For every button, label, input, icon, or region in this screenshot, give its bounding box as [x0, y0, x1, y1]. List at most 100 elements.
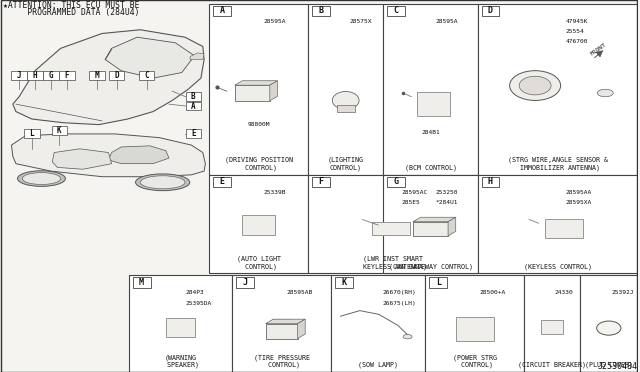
Ellipse shape	[17, 171, 65, 186]
Bar	[477, 4, 638, 175]
Text: ★ATTENTION: THIS ECU MUST BE: ★ATTENTION: THIS ECU MUST BE	[3, 1, 139, 10]
Bar	[12, 71, 27, 80]
Polygon shape	[105, 37, 195, 78]
Text: 28595AC: 28595AC	[401, 190, 428, 195]
Ellipse shape	[519, 76, 551, 95]
Bar	[44, 71, 59, 80]
Bar	[213, 177, 231, 187]
Text: (SOW LAMP): (SOW LAMP)	[358, 362, 398, 368]
Text: H: H	[33, 71, 37, 80]
Text: G: G	[394, 177, 399, 186]
Text: 26670(RH): 26670(RH)	[383, 290, 417, 295]
Bar	[308, 4, 383, 175]
Bar	[109, 71, 124, 80]
Text: 285E5: 285E5	[401, 200, 420, 205]
Text: 28575Y: 28575Y	[248, 221, 270, 225]
Polygon shape	[448, 217, 456, 236]
Text: 24330: 24330	[555, 290, 573, 295]
Text: 25339B: 25339B	[264, 190, 286, 195]
Bar	[426, 275, 524, 372]
Bar	[481, 6, 499, 16]
Bar	[139, 71, 154, 80]
Bar	[331, 275, 426, 372]
Text: (CAN GATEWAY CONTROL): (CAN GATEWAY CONTROL)	[388, 263, 472, 270]
Text: (TIRE PRESSURE
 CONTROL): (TIRE PRESSURE CONTROL)	[253, 354, 310, 368]
Bar	[524, 275, 580, 372]
Bar	[337, 105, 355, 112]
Polygon shape	[270, 81, 278, 101]
Bar	[235, 85, 270, 101]
Text: (DRIVING POSITION
 CONTROL): (DRIVING POSITION CONTROL)	[225, 157, 292, 171]
Text: L: L	[29, 129, 34, 138]
Text: E: E	[220, 177, 225, 186]
Polygon shape	[235, 81, 278, 85]
Bar	[232, 275, 331, 372]
Bar	[129, 275, 232, 372]
Bar	[266, 324, 298, 339]
Text: 25554: 25554	[566, 29, 584, 34]
Bar	[481, 177, 499, 187]
Bar	[209, 4, 308, 175]
Text: 284B1: 284B1	[421, 130, 440, 135]
Text: 28575X: 28575X	[349, 19, 372, 23]
Text: (CIRCUIT BREAKER): (CIRCUIT BREAKER)	[518, 362, 586, 368]
Text: 25395DA: 25395DA	[186, 301, 212, 305]
Bar	[429, 277, 447, 288]
Text: 28595A: 28595A	[435, 19, 458, 23]
Text: C: C	[394, 6, 399, 15]
Polygon shape	[190, 53, 204, 60]
Ellipse shape	[140, 176, 185, 189]
Bar	[413, 222, 448, 236]
Text: PROGRAMMED DATA (284U4): PROGRAMMED DATA (284U4)	[3, 8, 139, 17]
Bar	[417, 92, 451, 116]
Text: D: D	[488, 6, 493, 15]
Bar	[477, 175, 638, 273]
Text: (PLUG COVER): (PLUG COVER)	[585, 362, 633, 368]
Bar	[312, 177, 330, 187]
Polygon shape	[13, 30, 204, 125]
Bar	[90, 71, 104, 80]
Text: FRONT: FRONT	[589, 42, 607, 57]
Text: *284U1: *284U1	[435, 200, 458, 205]
Text: 40720M: 40720M	[270, 319, 293, 324]
Text: (WARNING
 SPEAKER): (WARNING SPEAKER)	[163, 354, 198, 368]
Text: F: F	[65, 71, 69, 80]
Text: 98800M: 98800M	[248, 122, 270, 127]
Ellipse shape	[332, 92, 359, 109]
Bar	[383, 175, 477, 273]
Ellipse shape	[597, 89, 613, 97]
Text: 476700: 476700	[566, 39, 588, 44]
Bar	[132, 277, 150, 288]
Text: 25392J: 25392J	[612, 290, 634, 295]
Polygon shape	[298, 319, 305, 339]
Ellipse shape	[136, 174, 189, 191]
Polygon shape	[266, 319, 305, 324]
Bar	[24, 129, 40, 138]
Bar	[186, 102, 201, 110]
Polygon shape	[413, 217, 456, 222]
Text: M: M	[139, 278, 144, 287]
Text: E: E	[191, 129, 196, 138]
Ellipse shape	[403, 334, 412, 339]
Bar	[387, 177, 405, 187]
Bar	[209, 175, 308, 273]
Text: B: B	[191, 92, 196, 101]
Text: 28595AA: 28595AA	[566, 190, 592, 195]
Bar	[456, 317, 494, 341]
Bar	[186, 92, 201, 101]
Bar	[242, 215, 275, 235]
Bar	[166, 318, 195, 337]
Text: D: D	[115, 71, 119, 80]
Text: J: J	[243, 278, 248, 287]
Bar	[580, 275, 638, 372]
Bar	[312, 6, 330, 16]
Ellipse shape	[22, 173, 61, 185]
Text: K: K	[341, 278, 346, 287]
Text: F: F	[318, 177, 323, 186]
Text: 28595AB: 28595AB	[287, 290, 313, 295]
Text: M: M	[95, 71, 99, 80]
Text: A: A	[191, 102, 196, 110]
Text: J2530484: J2530484	[597, 362, 637, 371]
Text: H: H	[488, 177, 493, 186]
Bar	[383, 4, 477, 175]
